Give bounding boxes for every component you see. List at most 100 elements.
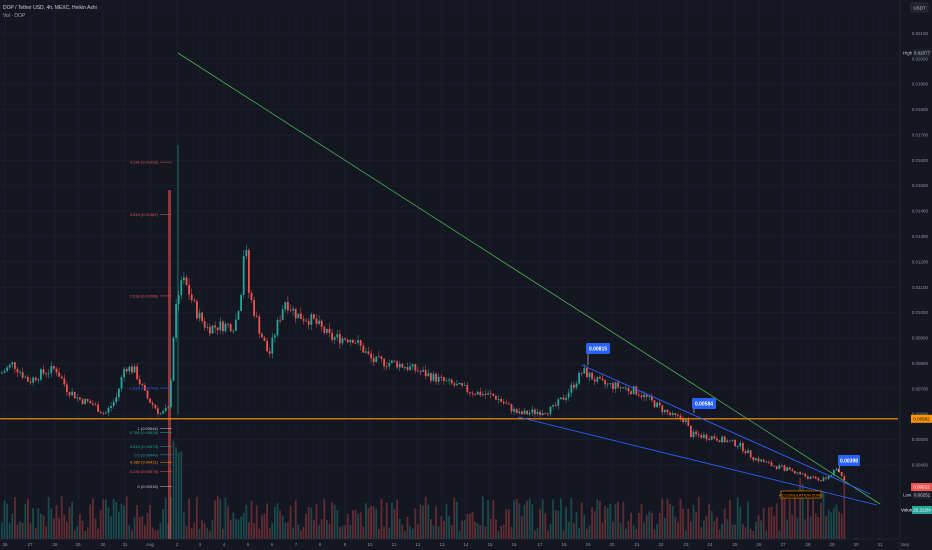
fib-level-label[interactable]: 1 (0.00544) bbox=[138, 426, 159, 431]
candle-body bbox=[635, 386, 638, 395]
volume-bar bbox=[97, 528, 99, 539]
candle-body bbox=[307, 321, 310, 325]
volume-bar bbox=[786, 519, 788, 539]
fib-extension[interactable]: 4.236 (0.01593) 3.618 (0.01387) 2.618 (0.0… bbox=[130, 160, 172, 489]
fib-level-label[interactable]: 0.382 (0.00411) bbox=[130, 460, 159, 465]
volume-bar bbox=[284, 522, 287, 539]
candle-body bbox=[807, 476, 809, 479]
volume-bar bbox=[29, 522, 32, 539]
candle-body bbox=[406, 367, 409, 370]
volume-bar bbox=[263, 513, 266, 539]
low-badge[interactable]: Low 0.00251 bbox=[903, 491, 931, 499]
candle-body bbox=[531, 409, 534, 413]
candle-body bbox=[625, 387, 627, 389]
fib-level-label[interactable]: 3.618 (0.01387) bbox=[130, 212, 159, 217]
volume-bar bbox=[1, 522, 3, 539]
candle-body bbox=[409, 366, 411, 370]
fib-level-label[interactable]: 0 (0.00316) bbox=[138, 484, 159, 489]
candle-body bbox=[180, 280, 183, 296]
accumulation-zone-box[interactable] bbox=[780, 490, 822, 499]
volume-bar bbox=[747, 501, 749, 539]
wedge-lower-line[interactable] bbox=[517, 416, 878, 506]
volume-bar bbox=[224, 497, 227, 539]
current-price-badge[interactable]: 0.00522 bbox=[911, 483, 932, 491]
high-badge[interactable]: High 0.02077 bbox=[903, 49, 931, 57]
candle-body bbox=[723, 436, 726, 443]
volume-bar bbox=[320, 519, 323, 539]
candle-body bbox=[66, 384, 68, 393]
candle-body bbox=[783, 465, 786, 471]
candle-body bbox=[175, 304, 177, 338]
currency-button[interactable]: USDT bbox=[910, 2, 929, 13]
volume-bar bbox=[157, 529, 159, 539]
wedge-upper-line[interactable] bbox=[581, 364, 871, 495]
candle-body bbox=[640, 395, 643, 398]
time-tick-label: 28 bbox=[52, 542, 58, 547]
candle-body bbox=[255, 315, 258, 317]
candle-body bbox=[183, 277, 185, 281]
volume-bar bbox=[664, 518, 666, 539]
candle-body bbox=[118, 388, 120, 398]
candle-body bbox=[414, 364, 417, 371]
candle-body bbox=[37, 379, 40, 381]
fib-level-label[interactable]: 0.786 (0.00528) bbox=[130, 430, 159, 435]
candle-body bbox=[419, 371, 422, 373]
volume-bar bbox=[749, 528, 752, 539]
price-tick-label: 0.00400 bbox=[912, 463, 929, 468]
volume-bar bbox=[302, 526, 305, 539]
time-tick-label: 20 bbox=[609, 542, 615, 547]
volume-bar bbox=[404, 530, 406, 539]
candle-body bbox=[840, 472, 843, 477]
legend-volume[interactable]: Vol · DOP bbox=[3, 13, 26, 19]
fib-level-label[interactable]: 0.236 (0.00374) bbox=[130, 469, 159, 474]
fib-level-label[interactable]: 0.618 (0.00473) bbox=[130, 444, 159, 449]
callout-box[interactable] bbox=[838, 455, 860, 466]
volume-bar bbox=[110, 516, 112, 539]
accumulation-zone[interactable]: ACCUMULATION ZONE bbox=[779, 490, 823, 499]
fib-level-label[interactable]: 2.618 (0.01066) bbox=[130, 293, 159, 298]
candle-body bbox=[50, 365, 53, 374]
candle-body bbox=[422, 369, 424, 372]
callout-0-00398[interactable]: 0.00398 bbox=[837, 455, 860, 473]
fib-level-label[interactable]: 4.236 (0.01593) bbox=[130, 160, 159, 165]
volume-bar bbox=[817, 517, 820, 539]
candle-body bbox=[757, 458, 760, 462]
drawings[interactable] bbox=[0, 52, 898, 506]
fib-level-label[interactable]: 1.618 (0.00703) bbox=[130, 386, 159, 391]
support-price-badge[interactable]: 0.00582 bbox=[911, 414, 932, 423]
legend-title[interactable]: DOP / Tether USD, 4h, MEXC, Heikin Ashi bbox=[3, 5, 97, 11]
callout-0-00584[interactable]: 0.00584 bbox=[692, 398, 716, 413]
volume-bar bbox=[55, 505, 58, 539]
candle-body bbox=[167, 407, 170, 409]
volume-bar bbox=[94, 518, 97, 539]
time-tick-label: 14 bbox=[463, 542, 469, 547]
candle-body bbox=[172, 337, 175, 381]
candle-body bbox=[21, 372, 24, 378]
volume-bar bbox=[705, 516, 708, 539]
volume-bar bbox=[573, 523, 575, 539]
fib-level-label[interactable]: 0.5 (0.00440) bbox=[134, 452, 158, 457]
candle-body bbox=[716, 438, 718, 441]
candle-body bbox=[596, 376, 599, 382]
currency-button-bg[interactable] bbox=[910, 2, 929, 13]
callout-box[interactable] bbox=[692, 398, 716, 409]
price-axis[interactable]: 0.022000.021000.020000.019000.018000.017… bbox=[899, 0, 932, 550]
candle-body bbox=[651, 396, 653, 401]
candle-body bbox=[765, 461, 768, 463]
candle-body bbox=[458, 382, 461, 385]
volume-bar bbox=[34, 527, 37, 539]
descending-trendline[interactable] bbox=[177, 52, 881, 505]
candle-body bbox=[6, 367, 8, 372]
candle-body bbox=[814, 476, 817, 479]
callout-0-00815[interactable]: 0.00815 bbox=[586, 343, 610, 365]
callout-pointer bbox=[837, 464, 841, 473]
volume-bar bbox=[198, 529, 201, 539]
volume-bar bbox=[154, 529, 157, 539]
callout-box[interactable] bbox=[586, 343, 610, 354]
time-axis[interactable]: 26 27 28 29 30 31 Aug 2 3 4 5 6 7 8 9 10 11 12 13 14 15 16 17 1… bbox=[0, 538, 909, 550]
callouts[interactable]: 0.00815 0.00584 0.00398 ACCUMULATION ZONE bbox=[586, 343, 860, 499]
volume-bar bbox=[346, 513, 349, 539]
volume-bar bbox=[448, 516, 450, 539]
